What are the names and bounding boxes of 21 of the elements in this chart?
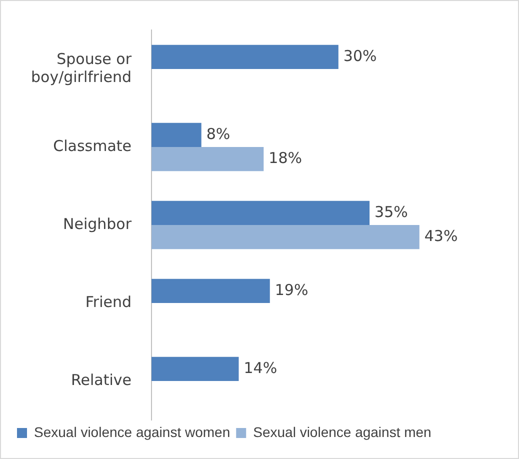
bar — [152, 278, 270, 303]
y-tick-label: Classmate — [53, 136, 132, 155]
bar — [152, 200, 370, 225]
bar — [152, 147, 264, 172]
data-label: 8% — [206, 124, 230, 143]
data-label: 14% — [244, 358, 278, 377]
data-label: 43% — [424, 226, 458, 245]
y-tick-label: Friend — [85, 292, 132, 311]
data-label: 35% — [374, 202, 408, 221]
data-label: 18% — [268, 148, 302, 167]
data-label: 30% — [343, 46, 377, 65]
bar — [152, 122, 202, 147]
y-tick-label: Spouse or boy/girlfriend — [30, 50, 132, 86]
bar — [152, 44, 338, 69]
y-tick-label: Relative — [71, 370, 132, 389]
bar — [152, 356, 239, 381]
y-tick-label: Neighbor — [63, 214, 132, 233]
legend-label: Sexual violence against men — [253, 424, 432, 440]
data-label: 19% — [274, 280, 308, 299]
legend-label: Sexual violence against women — [34, 424, 230, 440]
bar — [152, 225, 420, 250]
